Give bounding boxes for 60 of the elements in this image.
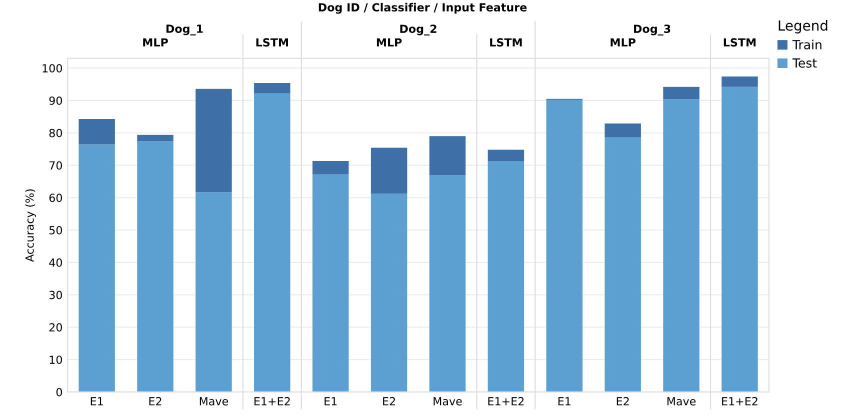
x-tick-label: E1 <box>558 397 570 406</box>
bar <box>137 134 174 142</box>
y-tick-label: 80 <box>49 128 62 138</box>
x-tick-label: E2 <box>149 397 162 406</box>
bar <box>370 148 408 194</box>
x-tick-label: E1+E2 <box>488 397 524 406</box>
bar <box>604 137 641 392</box>
text: LSTM <box>256 38 288 47</box>
chart-title: Dog ID / Classifier / Input Feature <box>318 2 527 14</box>
bar <box>78 144 115 392</box>
bar <box>312 174 349 392</box>
bar <box>196 192 232 392</box>
y-tick-label: 40 <box>49 258 62 267</box>
text: Dog_1 <box>166 24 203 36</box>
bar <box>429 174 466 392</box>
x-tick-label: Mave <box>667 397 696 406</box>
y-tick-label: 60 <box>49 194 62 202</box>
legend-label: Test <box>792 58 817 68</box>
bar <box>488 150 524 162</box>
text: LSTM <box>724 38 756 47</box>
y-axis-title: Accuracy (%) <box>25 189 36 262</box>
bar <box>722 86 758 392</box>
x-tick-label: Mave <box>434 397 462 406</box>
y-tick-label: 10 <box>50 356 62 364</box>
bar <box>254 93 290 392</box>
text: Dog_2 <box>400 24 436 36</box>
y-tick-label: 100 <box>42 64 62 72</box>
x-tick-label: E2 <box>383 397 395 406</box>
bar <box>429 136 466 175</box>
y-tick-label: 20 <box>49 323 62 332</box>
bar <box>254 82 290 94</box>
bar <box>312 161 349 174</box>
bar <box>196 88 232 192</box>
y-tick-label: 90 <box>49 96 62 105</box>
y-tick-label: 70 <box>50 161 62 170</box>
bar <box>663 99 700 392</box>
y-tick-label: 50 <box>49 226 62 234</box>
x-tick-label: E1 <box>90 397 103 406</box>
text: LSTM <box>490 38 522 47</box>
legend-title: Legend <box>778 20 828 34</box>
bar <box>137 141 174 392</box>
x-tick-label: Mave <box>200 397 228 406</box>
bar <box>604 123 641 138</box>
legend-label: Train <box>792 40 822 50</box>
x-tick-label: E1+E2 <box>254 397 290 406</box>
bar <box>663 86 700 100</box>
y-tick-label: 30 <box>49 290 62 300</box>
x-tick-label: E1 <box>324 397 337 406</box>
text: MLP <box>143 38 168 46</box>
bar <box>78 118 115 144</box>
y-tick-label: 0 <box>56 388 62 396</box>
text: Dog_3 <box>634 24 670 36</box>
x-tick-label: E1+E2 <box>722 397 758 406</box>
text: MLP <box>376 38 402 46</box>
x-tick-label: E2 <box>616 397 629 406</box>
bar <box>488 161 524 392</box>
bar <box>546 100 583 392</box>
bar <box>722 76 758 87</box>
text: MLP <box>610 38 636 46</box>
bar <box>370 194 408 392</box>
